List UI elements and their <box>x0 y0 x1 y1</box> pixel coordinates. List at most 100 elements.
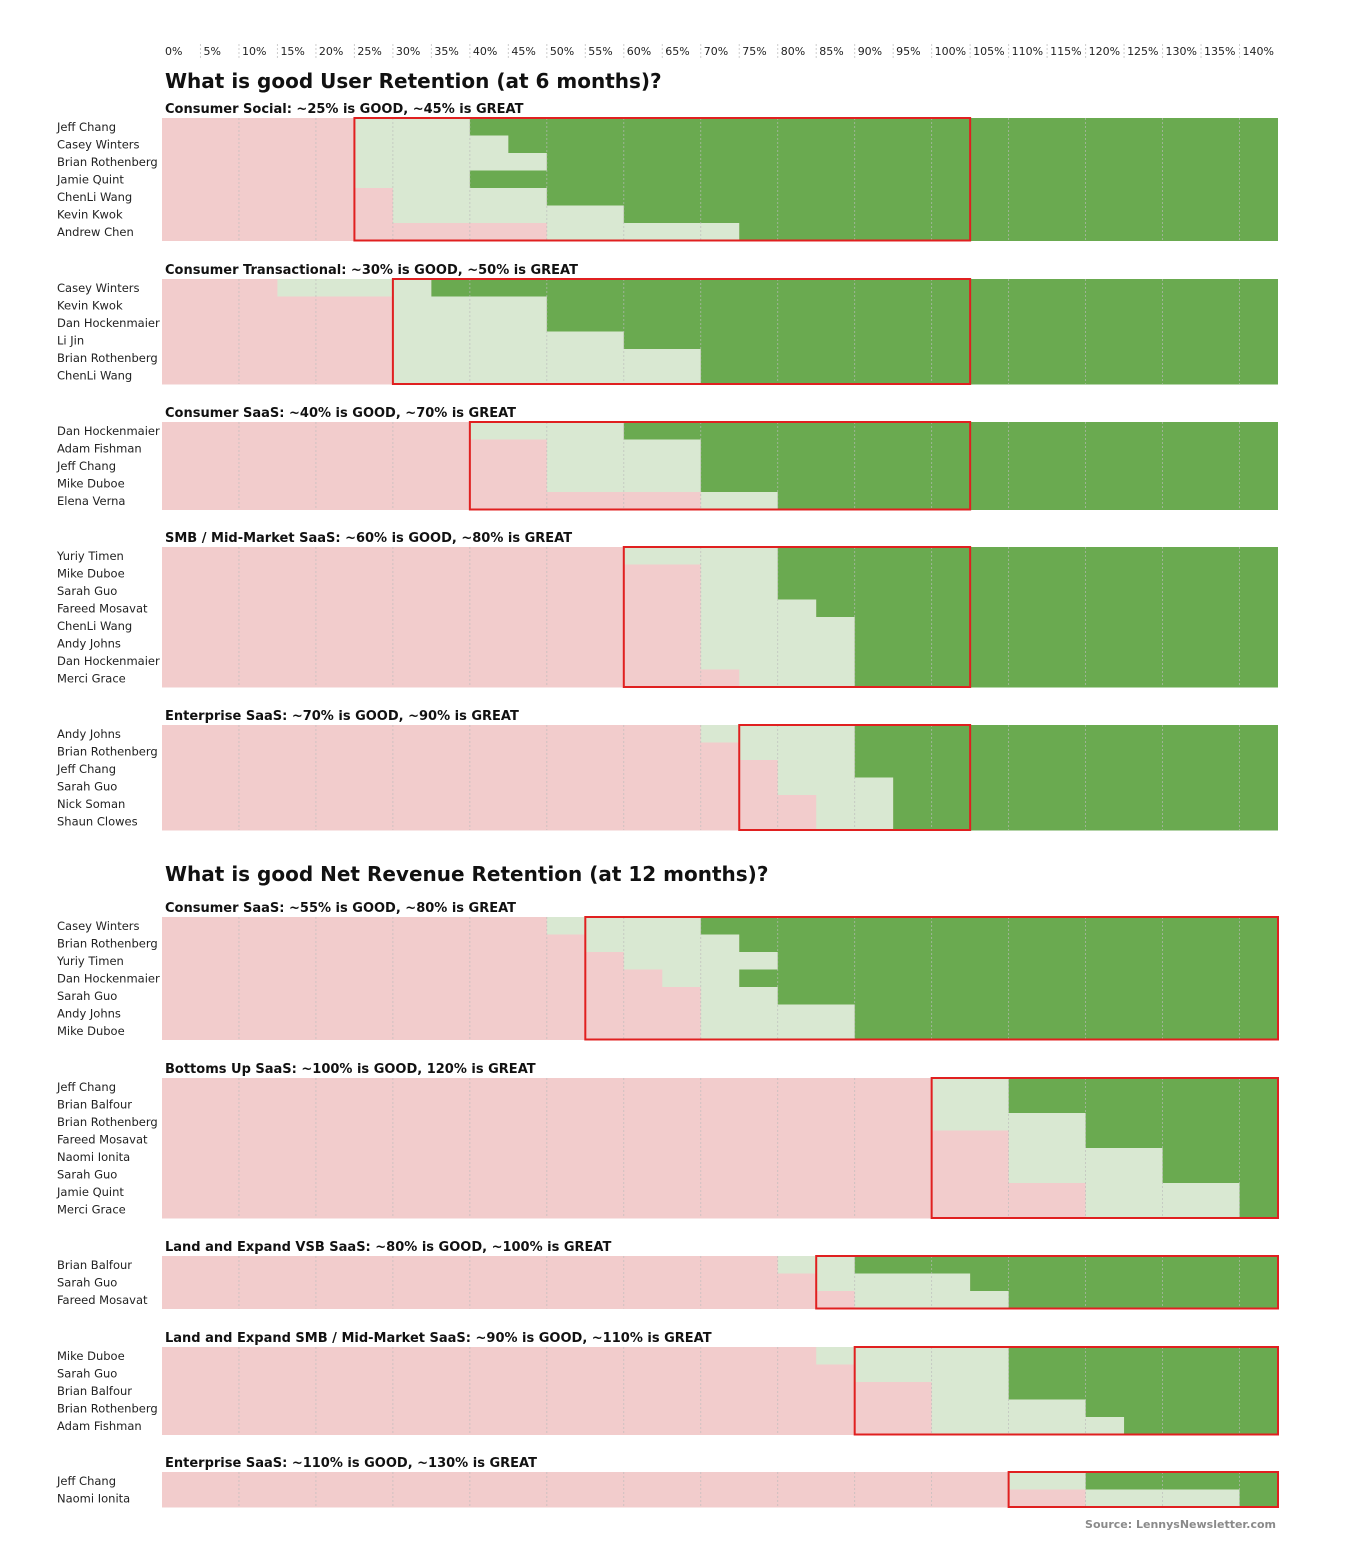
row-name-label: Jeff Chang <box>56 459 116 473</box>
benchmark-section: SMB / Mid-Market SaaS: ~60% is GOOD, ~80… <box>56 531 1278 688</box>
row-good-bar <box>546 223 740 241</box>
row-great-bar <box>854 1004 1278 1023</box>
row-great-bar <box>777 547 1278 565</box>
row-great-bar <box>970 1273 1278 1292</box>
row-great-bar <box>1008 1382 1278 1400</box>
row-name-label: Naomi Ionita <box>57 1492 130 1506</box>
row-name-label: Casey Winters <box>57 281 140 295</box>
highlight-box <box>1007 1471 1279 1508</box>
row-great-bar <box>1162 1165 1278 1184</box>
row-great-bar <box>700 474 1278 493</box>
chart-title: What is good User Retention (at 6 months… <box>165 69 662 93</box>
x-tick-label: 5% <box>203 45 220 58</box>
row-great-bar <box>546 314 1278 332</box>
row-great-bar <box>1008 1364 1278 1383</box>
row-great-bar <box>854 742 1278 761</box>
row-good-bar <box>816 1273 971 1292</box>
row-great-bar <box>777 952 1278 970</box>
row-below-good-bar <box>162 1165 1278 1184</box>
row-good-bar <box>931 1095 1009 1114</box>
section-title: SMB / Mid-Market SaaS: ~60% is GOOD, ~80… <box>165 531 572 546</box>
row-name-label: Brian Rothenberg <box>57 1115 158 1129</box>
row-name-label: Kevin Kwok <box>57 299 123 313</box>
row-name-label: Sarah Guo <box>57 1367 117 1381</box>
row-great-bar <box>623 422 1278 440</box>
row-below-good-bar <box>162 1183 1278 1201</box>
row-name-label: Brian Rothenberg <box>57 745 158 759</box>
row-below-good-bar <box>162 1200 1278 1219</box>
benchmark-section: Bottoms Up SaaS: ~100% is GOOD, 120% is … <box>56 1062 1279 1219</box>
row-great-bar <box>777 564 1278 583</box>
row-great-bar <box>777 582 1278 600</box>
row-great-bar <box>1008 1078 1278 1096</box>
row-good-bar <box>777 760 855 778</box>
x-tick-label: 110% <box>1012 45 1043 58</box>
row-great-bar <box>1008 1095 1278 1114</box>
x-tick-label: 120% <box>1089 45 1120 58</box>
section-title: Consumer Transactional: ~30% is GOOD, ~5… <box>165 263 578 278</box>
row-name-label: Sarah Guo <box>57 989 117 1003</box>
chart-panel: What is good Net Revenue Retention (at 1… <box>56 862 1279 1508</box>
row-name-label: Dan Hockenmaier <box>57 972 160 986</box>
row-great-bar <box>854 760 1278 778</box>
row-great-bar <box>1085 1472 1278 1490</box>
row-name-label: Dan Hockenmaier <box>57 424 160 438</box>
x-tick-label: 85% <box>819 45 843 58</box>
row-good-bar <box>854 1364 1009 1383</box>
source-note: Source: LennysNewsletter.com <box>1085 1518 1276 1531</box>
row-good-bar <box>354 170 470 189</box>
x-tick-label: 140% <box>1243 45 1274 58</box>
row-name-label: Sarah Guo <box>57 1168 117 1182</box>
row-good-bar <box>1008 1472 1086 1490</box>
row-name-label: Brian Rothenberg <box>57 155 158 169</box>
x-tick-label: 35% <box>434 45 458 58</box>
row-name-label: Jamie Quint <box>56 1185 124 1199</box>
row-good-bar <box>777 777 894 796</box>
x-tick-label: 45% <box>511 45 535 58</box>
row-great-bar <box>893 795 1278 813</box>
row-below-good-bar <box>162 1472 1278 1490</box>
row-good-bar <box>1008 1148 1163 1166</box>
section-title: Bottoms Up SaaS: ~100% is GOOD, 120% is … <box>165 1062 536 1077</box>
row-great-bar <box>623 205 1278 224</box>
row-name-label: Yuriy Timen <box>56 549 124 563</box>
row-great-bar <box>816 599 1278 618</box>
benchmark-section: Land and Expand VSB SaaS: ~80% is GOOD, … <box>57 1240 1279 1310</box>
row-name-label: Yuriy Timen <box>56 954 124 968</box>
highlight-box <box>930 1077 1279 1219</box>
row-name-label: Andy Johns <box>57 637 121 651</box>
x-tick-label: 75% <box>742 45 766 58</box>
row-great-bar <box>1085 1399 1278 1418</box>
row-great-bar <box>1124 1417 1278 1435</box>
row-great-bar <box>1008 1347 1278 1365</box>
highlight-box <box>584 916 1279 1041</box>
row-great-bar <box>469 118 1278 136</box>
row-good-bar <box>392 349 701 367</box>
x-tick-label: 100% <box>935 45 966 58</box>
section-title: Enterprise SaaS: ~110% is GOOD, ~130% is… <box>165 1456 537 1471</box>
row-name-label: Jamie Quint <box>56 173 124 187</box>
row-name-label: Brian Balfour <box>57 1258 132 1272</box>
row-great-bar <box>1085 1113 1278 1131</box>
row-good-bar <box>700 582 778 600</box>
row-great-bar <box>854 725 1278 743</box>
row-great-bar <box>469 170 1278 189</box>
row-good-bar <box>931 1078 1009 1096</box>
row-good-bar <box>700 564 778 583</box>
row-name-label: Adam Fishman <box>57 442 142 456</box>
row-name-label: Adam Fishman <box>57 1419 142 1433</box>
row-good-bar <box>1085 1200 1240 1219</box>
row-good-bar <box>816 1347 1009 1365</box>
x-tick-label: 65% <box>665 45 689 58</box>
row-great-bar <box>623 331 1278 350</box>
row-name-label: Shaun Clowes <box>57 815 138 829</box>
row-great-bar <box>546 188 1278 206</box>
row-name-label: Brian Balfour <box>57 1098 132 1112</box>
x-tick-label: 105% <box>973 45 1004 58</box>
row-great-bar <box>700 366 1278 385</box>
x-tick-label: 90% <box>858 45 882 58</box>
row-good-bar <box>700 987 778 1005</box>
row-good-bar <box>392 331 624 350</box>
benchmark-section: Consumer Social: ~25% is GOOD, ~45% is G… <box>56 102 1278 242</box>
row-good-bar <box>739 669 855 688</box>
